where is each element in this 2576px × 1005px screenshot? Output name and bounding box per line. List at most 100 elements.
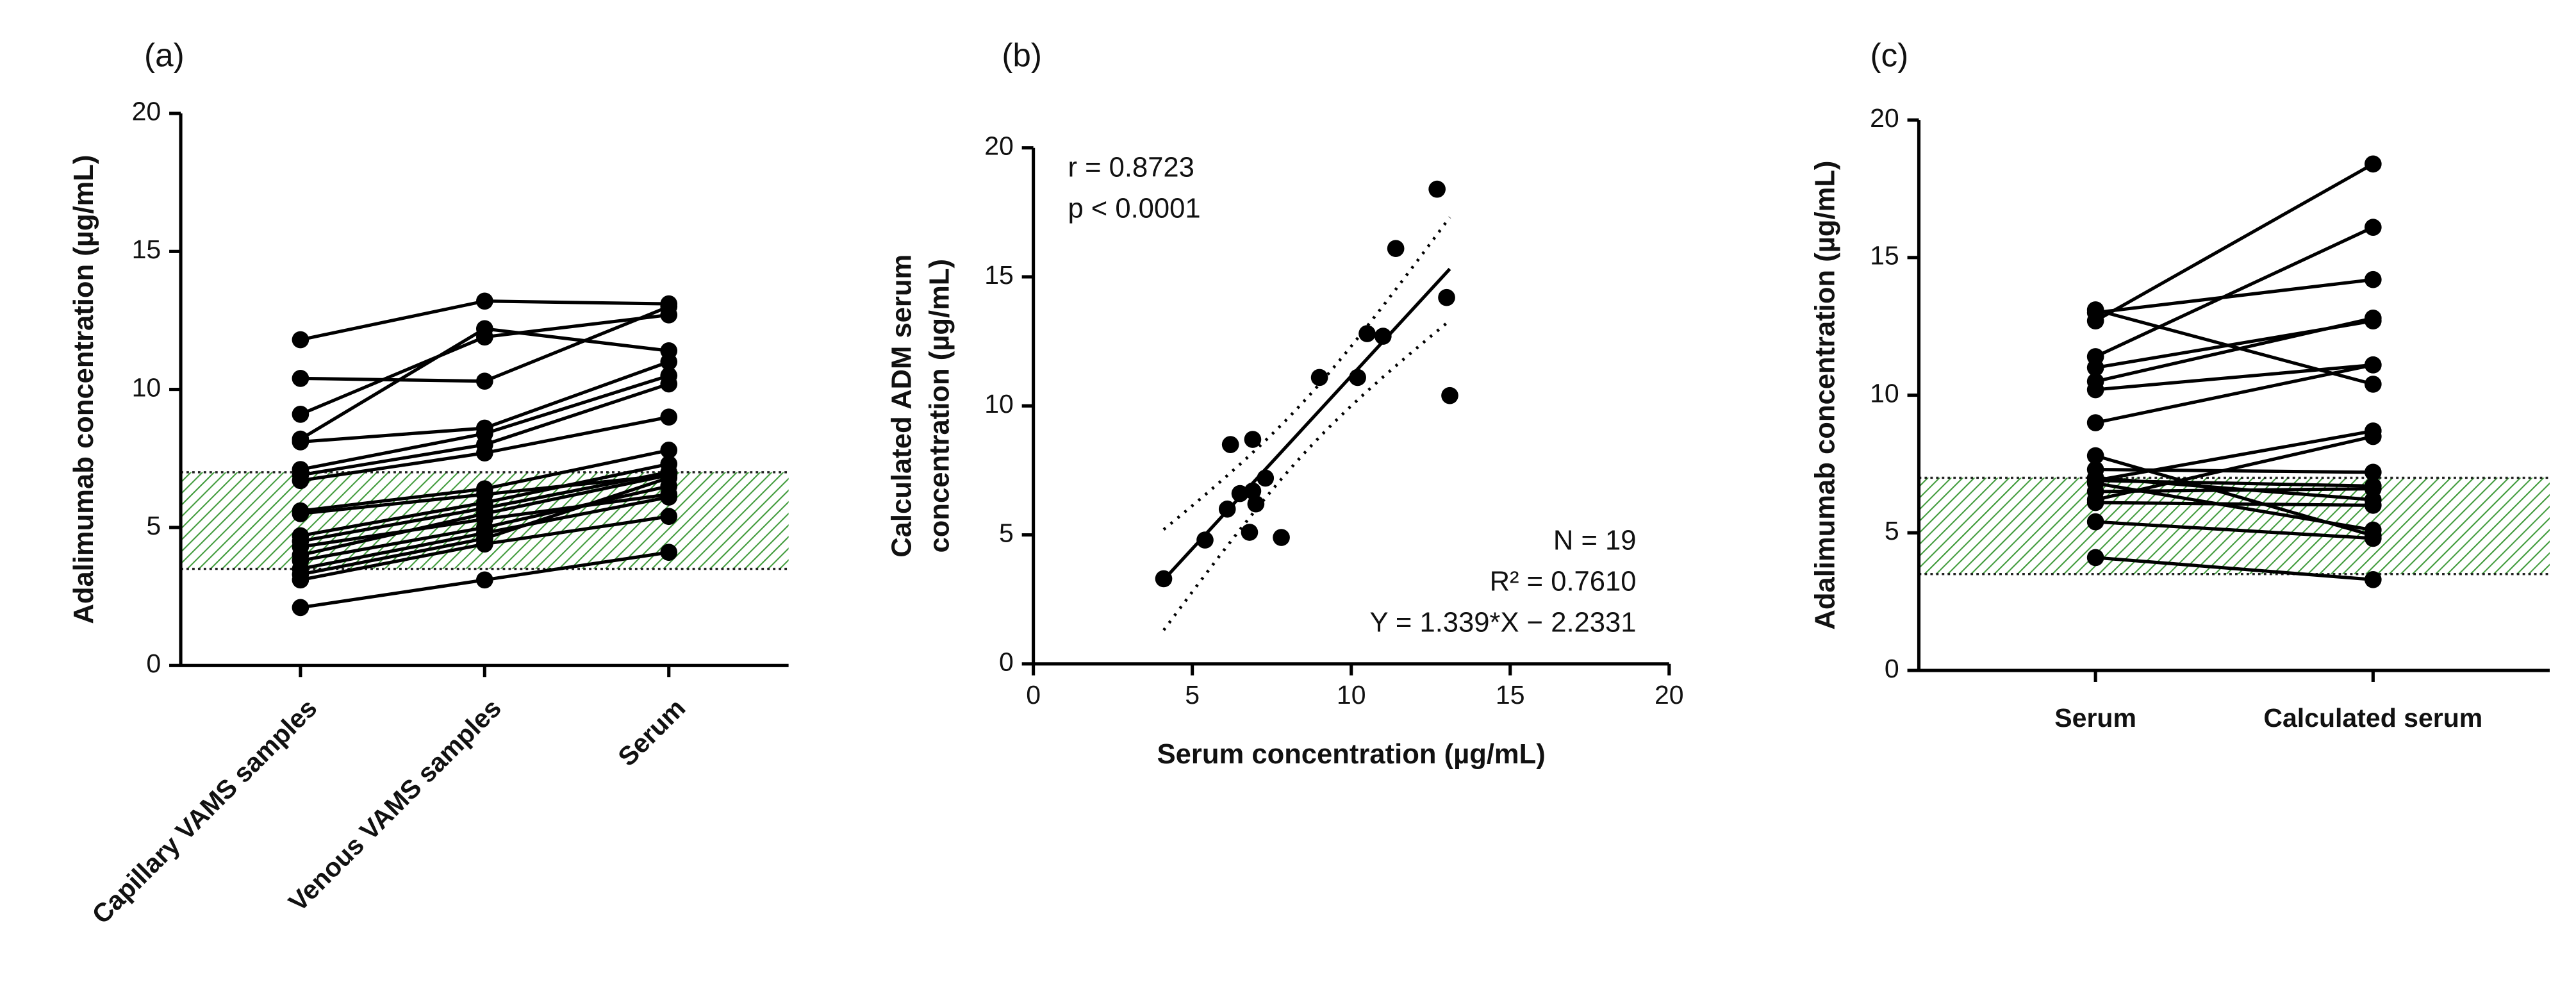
data-point <box>1247 495 1265 513</box>
target-band <box>1919 478 2550 574</box>
data-point <box>1244 431 1262 448</box>
data-point <box>1428 180 1446 198</box>
y-tick-label: 5 <box>1885 516 1899 545</box>
y-tick-label: 10 <box>984 389 1014 419</box>
subject-line <box>2095 319 2374 370</box>
subject-line <box>2095 476 2374 502</box>
data-point <box>1438 288 1455 306</box>
data-point <box>660 544 678 561</box>
subject-line <box>2095 226 2374 358</box>
data-point <box>292 461 310 478</box>
subject-line <box>2095 363 2374 425</box>
data-point <box>292 546 310 564</box>
y-tick-label: 15 <box>132 235 161 264</box>
subject-line <box>2095 363 2374 392</box>
panel-label: (b) <box>1002 37 1042 73</box>
data-point <box>2364 270 2382 288</box>
data-point <box>2086 549 2104 567</box>
data-point <box>2364 155 2382 173</box>
annotation: r = 0.8723 <box>1068 153 1194 183</box>
fit-stat: N = 19 <box>1553 526 1637 556</box>
data-point <box>475 292 493 310</box>
data-point <box>1244 482 1262 500</box>
y-tick-label: 0 <box>1885 654 1899 683</box>
y-tick-label: 20 <box>1870 103 1899 133</box>
data-point <box>2364 376 2382 393</box>
y-tick-label: 10 <box>1870 378 1899 408</box>
subject-line <box>2095 278 2374 315</box>
data-point <box>2086 414 2104 431</box>
x-tick-label: 15 <box>1496 680 1525 710</box>
data-point <box>2364 527 2382 544</box>
data-point <box>2364 356 2382 374</box>
x-tick-label: 10 <box>1337 680 1366 710</box>
subject-line <box>2095 435 2374 502</box>
panel-label: (c) <box>1870 37 1908 73</box>
data-point <box>1441 386 1458 404</box>
y-tick-label: 5 <box>146 511 161 540</box>
data-point <box>475 419 493 437</box>
y-tick-label: 0 <box>146 649 161 678</box>
data-point <box>2364 570 2382 588</box>
data-point <box>475 480 493 498</box>
data-point <box>475 494 493 511</box>
y-tick-label: 5 <box>999 518 1014 547</box>
x-tick-label: Serum <box>612 693 691 772</box>
subject-line <box>2095 501 2374 507</box>
data-point <box>292 527 310 545</box>
subject-line <box>2095 429 2374 483</box>
data-point <box>660 508 678 526</box>
subject-line <box>2095 308 2374 386</box>
data-point <box>475 372 493 390</box>
data-point <box>1273 529 1290 546</box>
subject-line <box>2095 556 2374 581</box>
data-point <box>660 367 678 385</box>
data-point <box>292 370 310 387</box>
data-point <box>2364 219 2382 236</box>
x-tick-label: Serum <box>2054 703 2136 733</box>
panel-label: (a) <box>144 37 185 73</box>
data-point <box>292 331 310 349</box>
y-tick-label: 20 <box>984 131 1014 161</box>
data-point <box>1221 436 1239 453</box>
data-point <box>660 342 678 360</box>
data-point <box>2364 312 2382 329</box>
fit-stat: R² = 0.7610 <box>1490 567 1637 597</box>
y-tick-label: 10 <box>132 372 161 402</box>
data-point <box>475 571 493 589</box>
y-axis-label: Calculated ADM serum <box>887 254 918 558</box>
data-point <box>1155 570 1173 588</box>
data-point <box>660 408 678 426</box>
data-point <box>1310 369 1328 386</box>
data-point <box>1231 485 1249 503</box>
data-point <box>2086 461 2104 478</box>
annotation: p < 0.0001 <box>1068 194 1200 224</box>
y-axis-label: Adalimumab concentration (µg/mL) <box>69 155 99 624</box>
fit-stat: Y = 1.339*X − 2.2331 <box>1370 608 1637 638</box>
data-point <box>1196 531 1214 549</box>
y-axis-label: concentration (µg/mL) <box>925 259 955 552</box>
data-point <box>292 406 310 423</box>
data-point <box>292 430 310 448</box>
data-point <box>1349 369 1366 386</box>
x-tick-label: 0 <box>1026 680 1041 710</box>
x-tick-label: 20 <box>1655 680 1684 710</box>
confidence-band <box>1162 319 1451 631</box>
data-point <box>2086 447 2104 465</box>
data-point <box>2364 422 2382 440</box>
data-point <box>2086 513 2104 531</box>
data-point <box>2364 477 2382 495</box>
data-point <box>1241 524 1259 541</box>
data-point <box>292 565 310 583</box>
data-point <box>1387 240 1405 258</box>
x-tick-label: Venous VAMS samples <box>283 693 507 917</box>
y-tick-label: 15 <box>984 260 1014 290</box>
subject-line <box>2094 162 2374 322</box>
data-point <box>660 442 678 459</box>
x-axis-label: Serum concentration (µg/mL) <box>1157 739 1546 770</box>
data-point <box>2364 463 2382 481</box>
y-axis-label: Adalimumab concentration (µg/mL) <box>1810 161 1840 630</box>
y-tick-label: 15 <box>1870 241 1899 270</box>
y-tick-label: 0 <box>999 647 1014 677</box>
data-point <box>292 599 310 617</box>
